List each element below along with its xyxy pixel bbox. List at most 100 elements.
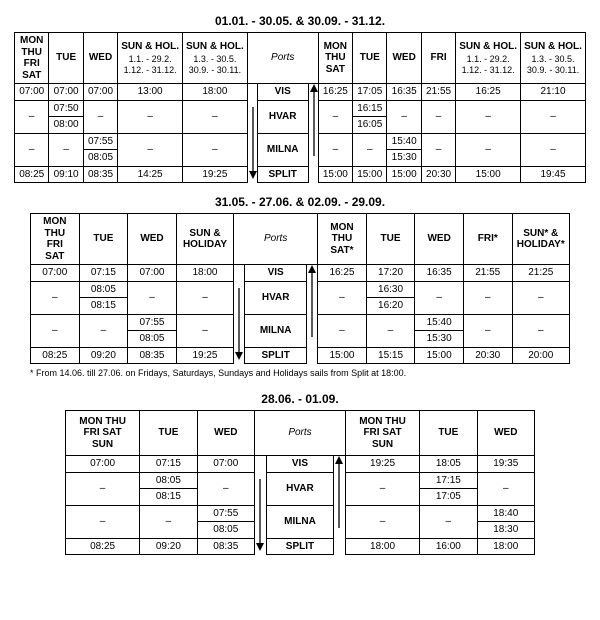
time-cell: 08:00 (49, 117, 83, 134)
time-cell: – (31, 314, 80, 347)
time-cell: 07:00 (66, 456, 140, 473)
time-cell: 21:55 (463, 265, 512, 282)
time-cell: 17:20 (366, 265, 415, 282)
time-cell: 21:10 (521, 84, 586, 101)
time-cell: 15:30 (415, 331, 464, 348)
time-cell: 15:40 (387, 133, 421, 150)
time-cell: – (318, 314, 367, 347)
port-cell: VIS (245, 265, 307, 282)
time-cell: 21:55 (421, 84, 455, 101)
time-cell: – (353, 133, 387, 166)
down-arrow (247, 84, 257, 183)
time-cell: 18:00 (183, 84, 248, 101)
time-cell: 18:00 (345, 538, 419, 555)
up-arrow (308, 84, 318, 183)
table-row: 08:25 09:20 08:35 19:25 SPLIT 15:00 15:1… (31, 347, 570, 364)
time-cell: 16:25 (318, 265, 367, 282)
col-header: FRI (421, 33, 455, 84)
col-header: SUN & HOL.1.1. - 29.2. 1.12. - 31.12. (456, 33, 521, 84)
time-cell: 08:25 (66, 538, 140, 555)
table-row: – – 07:55 – – MILNA – – 15:40 – – – (15, 133, 586, 150)
section3-title: 28.06. - 01.09. (12, 392, 588, 406)
time-cell: 19:25 (176, 347, 233, 364)
time-cell: 16:20 (366, 298, 415, 315)
time-cell: – (420, 505, 477, 538)
table-header-row: MON THU FRI SAT TUE WED SUN & HOLIDAY Po… (31, 214, 570, 265)
time-cell: 07:00 (15, 84, 49, 101)
time-cell: – (183, 133, 248, 166)
time-cell: 07:00 (31, 265, 80, 282)
time-cell: 08:35 (128, 347, 177, 364)
col-header: FRI* (463, 214, 512, 265)
ports-header: Ports (255, 411, 346, 456)
port-cell: VIS (266, 456, 333, 473)
time-cell: 09:20 (140, 538, 197, 555)
time-cell: – (49, 133, 83, 166)
time-cell: 15:00 (318, 347, 367, 364)
time-cell: – (318, 281, 367, 314)
table-header-row: MON THU FRI SAT TUE WED SUN & HOL.1.1. -… (15, 33, 586, 84)
time-cell: – (463, 281, 512, 314)
time-cell: 21:25 (512, 265, 569, 282)
time-cell: – (197, 472, 254, 505)
time-cell: – (118, 100, 183, 133)
time-cell: 19:45 (521, 166, 586, 183)
time-cell: – (79, 314, 128, 347)
time-cell: 20:30 (463, 347, 512, 364)
col-header: TUE (353, 33, 387, 84)
time-cell: 17:05 (353, 84, 387, 101)
table-row: – 08:05 – – HVAR – 16:30 – – – (31, 281, 570, 298)
col-header: TUE (420, 411, 477, 456)
time-cell: – (477, 472, 534, 505)
col-header: SUN* & HOLIDAY* (512, 214, 569, 265)
port-cell: SPLIT (266, 538, 333, 555)
col-header: WED (83, 33, 117, 84)
time-cell: – (118, 133, 183, 166)
section1-table: MON THU FRI SAT TUE WED SUN & HOL.1.1. -… (14, 32, 586, 183)
time-cell: 14:25 (118, 166, 183, 183)
time-cell: 08:35 (83, 166, 117, 183)
col-header: MON THU SAT* (318, 214, 367, 265)
time-cell: – (456, 100, 521, 133)
time-cell: – (366, 314, 415, 347)
time-cell: 15:00 (456, 166, 521, 183)
col-header: WED (387, 33, 421, 84)
ports-header: Ports (247, 33, 318, 84)
col-header: WED (197, 411, 254, 456)
time-cell: 15:00 (353, 166, 387, 183)
time-cell: 07:00 (197, 456, 254, 473)
time-cell: 13:00 (118, 84, 183, 101)
time-cell: 16:25 (318, 84, 352, 101)
time-cell: – (318, 133, 352, 166)
time-cell: 07:50 (49, 100, 83, 117)
table-row: – – 07:55 – MILNA – – 15:40 – – (31, 314, 570, 331)
time-cell: – (140, 505, 197, 538)
time-cell: 07:15 (140, 456, 197, 473)
time-cell: – (415, 281, 464, 314)
time-cell: 08:05 (83, 150, 117, 167)
ports-header: Ports (234, 214, 318, 265)
time-cell: – (83, 100, 117, 133)
col-header: WED (415, 214, 464, 265)
col-header: WED (477, 411, 534, 456)
time-cell: 19:25 (345, 456, 419, 473)
port-cell: SPLIT (245, 347, 307, 364)
time-cell: – (521, 100, 586, 133)
col-header: MON THU FRI SAT (15, 33, 49, 84)
time-cell: 09:10 (49, 166, 83, 183)
time-cell: 20:00 (512, 347, 569, 364)
col-header: MON THU SAT (318, 33, 352, 84)
time-cell: – (176, 314, 233, 347)
col-header: SUN & HOL.1.3. - 30.5. 30.9. - 30.11. (521, 33, 586, 84)
up-arrow (333, 456, 345, 555)
time-cell: 08:05 (140, 472, 197, 489)
time-cell: – (66, 505, 140, 538)
time-cell: 08:05 (79, 281, 128, 298)
port-cell: HVAR (245, 281, 307, 314)
time-cell: 20:30 (421, 166, 455, 183)
time-cell: 18:00 (176, 265, 233, 282)
time-cell: 07:55 (83, 133, 117, 150)
time-cell: – (421, 100, 455, 133)
time-cell: 15:30 (387, 150, 421, 167)
time-cell: 07:00 (49, 84, 83, 101)
